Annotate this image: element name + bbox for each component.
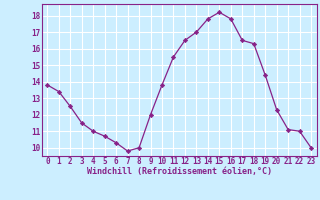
X-axis label: Windchill (Refroidissement éolien,°C): Windchill (Refroidissement éolien,°C) (87, 167, 272, 176)
